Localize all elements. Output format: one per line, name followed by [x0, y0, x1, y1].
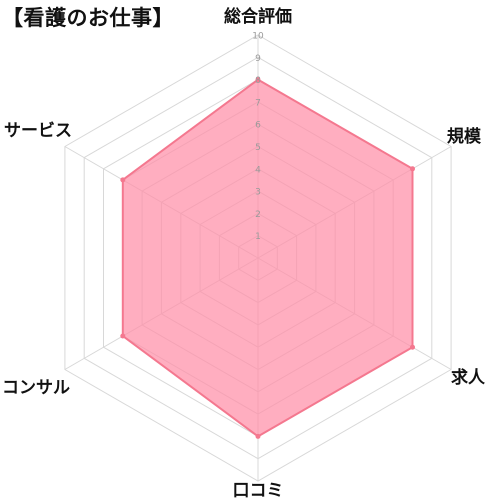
axis-label-4: コンサル	[2, 378, 70, 398]
data-point-5	[120, 177, 126, 183]
axis-label-0: 総合評価	[224, 6, 292, 27]
data-point-3	[255, 433, 261, 439]
tick-label-7: 7	[255, 98, 261, 108]
tick-label-9: 9	[255, 54, 261, 64]
axis-label-5: サービス	[4, 121, 72, 141]
page-title: 【看護のお仕事】	[2, 6, 174, 30]
tick-label-5: 5	[255, 143, 261, 153]
tick-label-10: 10	[252, 32, 264, 42]
data-point-1	[410, 166, 415, 172]
radar-series	[120, 77, 415, 439]
axis-label-2: 求人	[451, 367, 486, 388]
tick-label-8: 8	[255, 76, 261, 86]
tick-label-6: 6	[255, 121, 261, 131]
tick-label-1: 1	[255, 232, 261, 242]
axis-label-3: 口コミ	[233, 481, 284, 500]
tick-label-3: 3	[255, 188, 261, 198]
tick-label-2: 2	[255, 210, 261, 220]
tick-label-4: 4	[255, 165, 261, 175]
radar-ticks: 1 2 3 4 5 6 7 8 9 10	[252, 32, 264, 243]
axis-label-1: 規模	[447, 126, 482, 147]
data-point-4	[120, 333, 126, 339]
data-point-2	[410, 344, 415, 350]
data-point-0	[255, 77, 261, 83]
